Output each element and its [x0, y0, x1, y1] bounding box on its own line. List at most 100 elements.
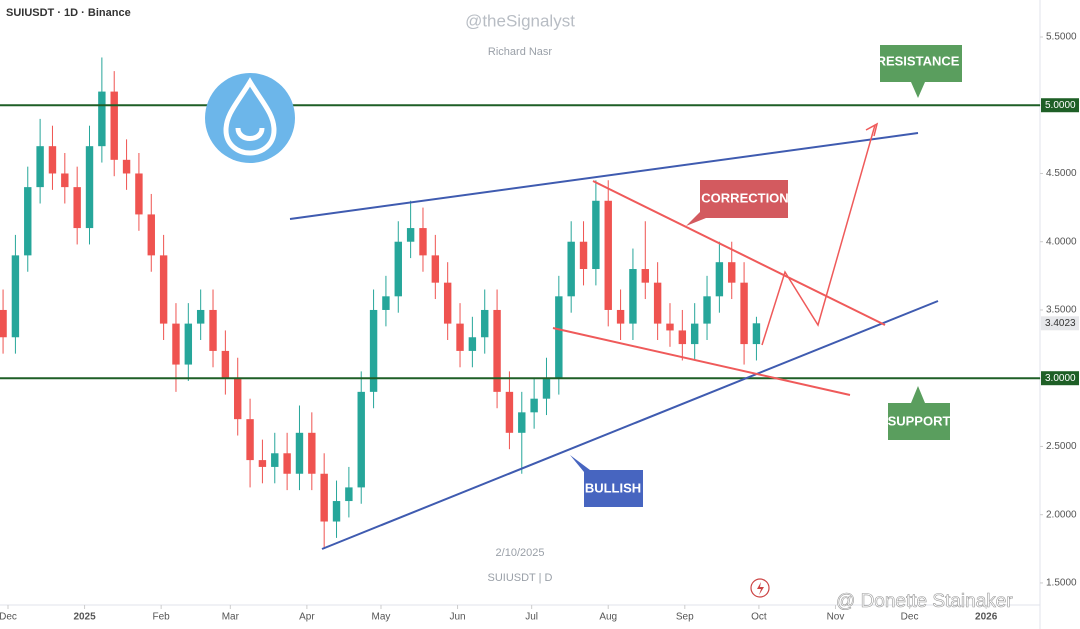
candle-body — [172, 323, 180, 365]
last-price-label: 3.4023 — [1045, 318, 1076, 329]
resistance-label: RESISTANCE — [877, 53, 960, 68]
candle-body — [234, 378, 242, 420]
candle-body — [345, 487, 353, 502]
candle-body — [308, 432, 316, 474]
candle-body — [481, 309, 489, 338]
x-tick-label: 2025 — [73, 612, 96, 623]
x-tick-label: May — [372, 612, 391, 623]
candle-body — [555, 296, 563, 379]
candle-body — [209, 309, 217, 351]
candle-body — [443, 282, 452, 324]
x-tick-label: Dec — [901, 612, 919, 623]
alert-icon — [750, 578, 770, 598]
axes: 1.5000 2.0000 2.5000 3.0000 3.5000 4.0000 4.50… — [0, 32, 1079, 623]
x-tick-label: Jun — [449, 612, 465, 623]
candle-body — [147, 214, 155, 256]
bullish-label: BULLISH — [585, 480, 641, 495]
candle-body — [456, 323, 464, 351]
candle-body — [135, 173, 143, 215]
candle-body — [604, 200, 612, 310]
candle-body — [431, 255, 440, 283]
candle-body — [629, 269, 637, 324]
candle-body — [221, 350, 230, 379]
candle-body — [159, 255, 168, 324]
candle-body — [419, 228, 427, 256]
x-tick-label: Aug — [599, 612, 617, 623]
candle-body — [394, 241, 402, 297]
date-note: 2/10/2025 — [496, 547, 545, 559]
candle-body — [24, 187, 32, 256]
support-label: SUPPORT — [888, 413, 951, 428]
candle-body — [493, 309, 501, 392]
candle-body — [567, 241, 575, 297]
chart-title: SUIUSDT · 1D · Binance — [6, 7, 131, 19]
candle-body — [369, 309, 378, 392]
level-price-label: 3.0000 — [1045, 373, 1076, 384]
candle-body — [61, 173, 69, 188]
author: Richard Nasr — [488, 46, 553, 58]
candle-body — [122, 159, 131, 174]
x-tick-label: Apr — [299, 612, 315, 623]
x-tick-label: Dec — [0, 612, 17, 623]
candle-body — [98, 91, 106, 147]
candle-body — [518, 412, 526, 433]
correction-upper — [592, 180, 886, 326]
candle-body — [752, 323, 761, 345]
candle-body — [505, 391, 514, 433]
correction-label: CORRECTION — [701, 190, 788, 205]
candle-body — [110, 91, 118, 160]
candle-body — [295, 432, 304, 474]
candle-body — [48, 146, 57, 174]
candle-body — [271, 453, 279, 467]
candle-body — [73, 187, 81, 229]
last-price-tag — [1041, 316, 1079, 331]
candle-body — [11, 255, 20, 338]
logo-wave — [235, 127, 265, 141]
y-tick-label: 2.5000 — [1046, 441, 1077, 452]
candle-body — [690, 323, 699, 345]
y-tick-label: 4.0000 — [1046, 236, 1077, 247]
x-tick-label: Oct — [751, 612, 767, 623]
logo-drop — [223, 77, 277, 156]
y-tick-label: 5.5000 — [1046, 32, 1077, 43]
candle-body — [332, 501, 341, 522]
y-tick-label: 4.5000 — [1046, 168, 1077, 179]
candle-body — [196, 309, 205, 324]
candle-body — [320, 473, 328, 522]
candle-body — [616, 309, 625, 324]
candle-body — [641, 269, 649, 283]
x-tick-label: Sep — [676, 612, 694, 623]
support-callout — [888, 386, 950, 440]
candle-body — [728, 262, 736, 283]
level-price-label: 5.0000 — [1045, 100, 1076, 111]
candle-body — [542, 378, 551, 399]
symbol-note: SUIUSDT | D — [488, 572, 553, 584]
candle-body — [85, 146, 94, 229]
candle-body — [246, 419, 254, 461]
resistance-callout — [880, 45, 962, 98]
candle-body — [666, 323, 674, 331]
correction-lower — [552, 327, 851, 396]
candle-body — [678, 330, 687, 345]
projection-arrowhead — [865, 122, 879, 137]
candle-body — [653, 282, 662, 324]
y-tick-label: 2.0000 — [1046, 509, 1077, 520]
x-tick-label: 2026 — [975, 612, 998, 623]
levels — [0, 104, 1040, 380]
level-price-tag — [1041, 98, 1079, 113]
y-tick-label: 1.5000 — [1046, 578, 1077, 589]
projection-path — [761, 124, 876, 346]
candle-body — [382, 296, 390, 310]
bullish-callout — [570, 455, 643, 507]
candle-body — [592, 200, 600, 270]
trendline-lower — [321, 300, 939, 550]
candle-body — [579, 241, 588, 270]
trendline-upper — [289, 132, 919, 220]
candle-body — [530, 398, 538, 413]
candles — [0, 57, 761, 549]
alert-bolt — [757, 582, 764, 595]
candle-body — [468, 337, 477, 351]
candle-body — [406, 228, 415, 242]
candle-body — [0, 309, 7, 338]
